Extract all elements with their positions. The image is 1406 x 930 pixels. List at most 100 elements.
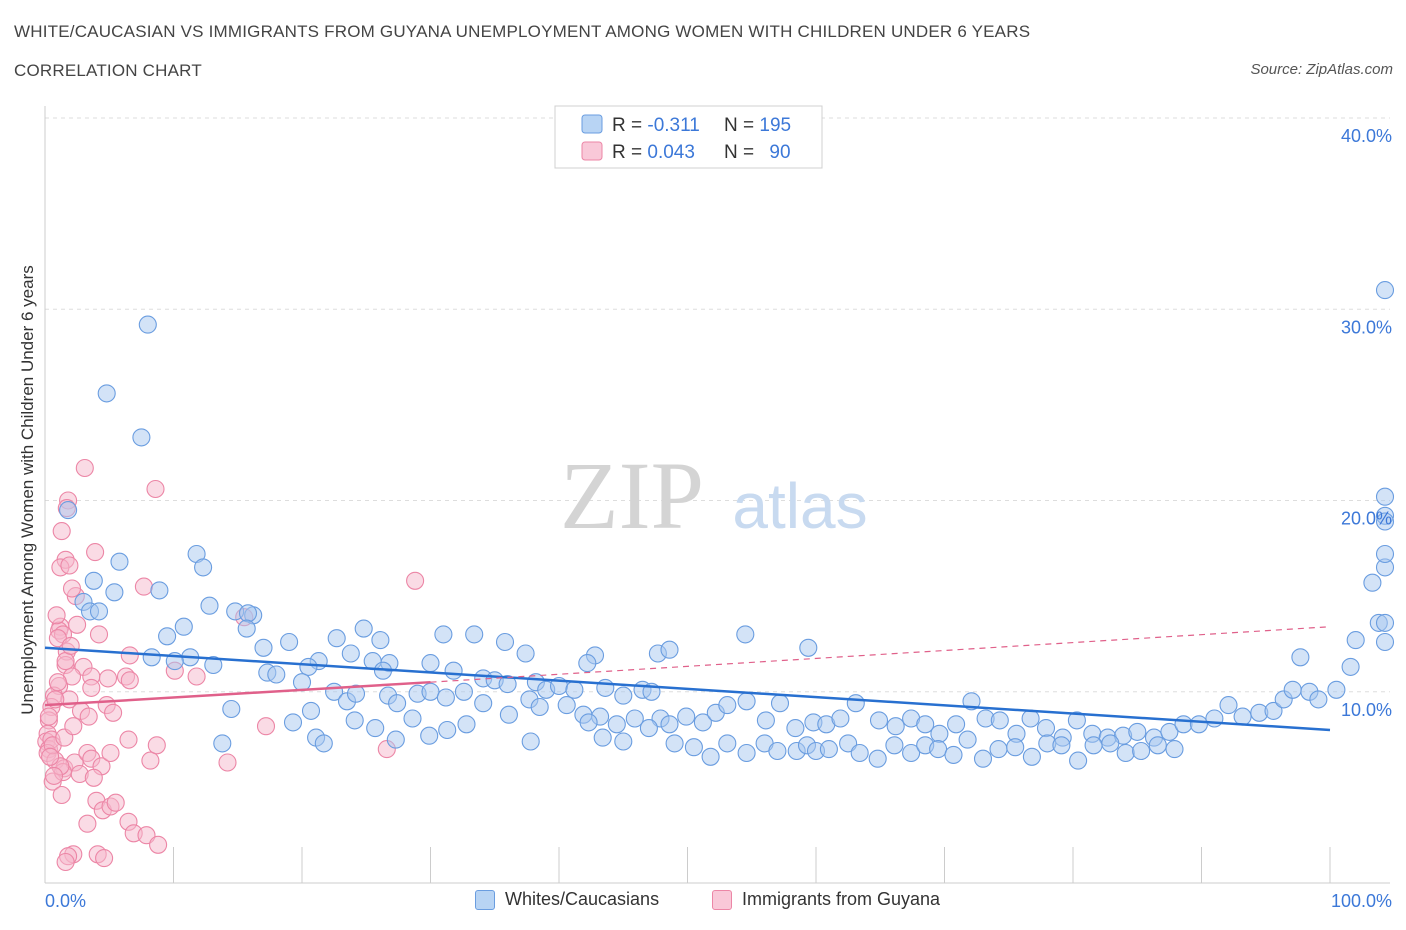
- whites-point-0: [138, 315, 157, 334]
- whites-point-144: [345, 711, 364, 730]
- legend-label-whites: Whites/Caucasians: [505, 889, 660, 909]
- whites-point-115: [1205, 709, 1224, 728]
- whites-point-166: [819, 740, 838, 759]
- whites-point-175: [958, 730, 977, 749]
- guyana-point-86: [62, 579, 82, 598]
- whites-point-54: [596, 678, 615, 697]
- guyana-point-23: [98, 669, 118, 688]
- whites-point-153: [593, 728, 612, 747]
- whites-point-32: [204, 655, 223, 675]
- guyana-point-7: [60, 556, 79, 575]
- legend-label-guyana: Immigrants from Guyana: [742, 889, 941, 909]
- whites-point-57: [614, 686, 633, 705]
- svg-text:N = 90: N = 90: [724, 142, 791, 163]
- whites-point-174: [944, 745, 963, 764]
- y-tick-label-40: 40.0%: [1341, 126, 1392, 146]
- whites-point-20: [434, 625, 453, 644]
- guyana-point-58: [137, 826, 156, 845]
- axes: [44, 106, 1390, 884]
- whites-point-106: [1067, 711, 1086, 730]
- whites-point-151: [521, 732, 540, 751]
- whites-point-70: [436, 688, 455, 707]
- guyana-point-68: [141, 751, 160, 770]
- whites-point-188: [1165, 740, 1184, 759]
- whites-point-39: [495, 632, 515, 652]
- whites-point-37: [421, 654, 440, 673]
- series-whites-points: [59, 281, 1395, 770]
- whites-point-62: [292, 673, 312, 692]
- whites-point-71: [454, 682, 473, 701]
- whites-point-69: [421, 682, 440, 701]
- whites-point-135: [1375, 512, 1395, 531]
- whites-point-27: [341, 644, 360, 663]
- whites-point-127: [1346, 631, 1365, 650]
- whites-point-9: [150, 581, 169, 600]
- whites-point-121: [1283, 680, 1302, 699]
- whites-point-25: [158, 627, 177, 646]
- guyana-point-18: [120, 646, 139, 665]
- whites-point-96: [916, 715, 935, 734]
- whites-point-171: [902, 743, 921, 763]
- whites-point-45: [736, 625, 755, 644]
- whites-point-93: [869, 711, 889, 730]
- guyana-point-65: [256, 717, 276, 736]
- whites-point-104: [1036, 719, 1056, 738]
- whites-point-178: [1006, 738, 1025, 757]
- whites-point-46: [799, 638, 818, 657]
- whites-point-82: [693, 713, 712, 732]
- whites-point-34: [299, 657, 318, 676]
- legend-swatch-pink: [581, 141, 603, 161]
- whites-point-117: [1233, 707, 1252, 726]
- whites-point-53: [565, 680, 584, 699]
- guyana-point-0: [75, 458, 94, 478]
- svg-text:R = 0.043: R = 0.043: [612, 142, 695, 163]
- guyana-point-70: [119, 730, 138, 749]
- whites-point-113: [1174, 715, 1193, 734]
- whites-point-152: [579, 713, 598, 732]
- guyana-point-63: [56, 852, 75, 872]
- guyana-point-55: [78, 814, 97, 833]
- whites-point-103: [1021, 709, 1040, 728]
- guyana-point-72: [187, 667, 206, 686]
- legend-n-label-2: N =: [724, 142, 759, 163]
- whites-point-150: [457, 715, 476, 734]
- guyana-point-1: [146, 479, 165, 499]
- whites-point-148: [420, 726, 439, 745]
- whites-point-114: [1189, 715, 1208, 734]
- whites-point-76: [557, 696, 576, 715]
- watermark-atlas: atlas: [732, 470, 867, 542]
- guyana-point-88: [41, 747, 60, 766]
- whites-point-5: [194, 558, 213, 577]
- whites-point-58: [607, 715, 626, 734]
- whites-point-185: [1116, 743, 1135, 763]
- whites-point-110: [1128, 722, 1147, 741]
- whites-point-49: [498, 675, 517, 694]
- guyana-point-54: [106, 793, 125, 812]
- guyana-point-84: [68, 615, 87, 634]
- whites-point-167: [839, 734, 858, 753]
- guyana-point-89: [44, 766, 64, 785]
- watermark-zip: ZIP: [560, 442, 704, 549]
- whites-point-42: [578, 654, 597, 673]
- whites-point-67: [388, 694, 407, 713]
- series-guyana-points: [37, 458, 425, 872]
- chart-subtitle: CORRELATION CHART: [14, 61, 202, 80]
- whites-point-97: [930, 724, 949, 743]
- x-tick-label-min: 0.0%: [45, 891, 86, 911]
- whites-point-19: [354, 619, 373, 638]
- whites-point-24: [280, 632, 299, 652]
- whites-point-182: [1069, 751, 1088, 770]
- whites-point-59: [625, 709, 644, 728]
- legend-swatch-blue: [581, 114, 603, 134]
- whites-point-126: [1341, 657, 1360, 676]
- whites-point-130: [1375, 632, 1395, 652]
- whites-point-61: [267, 665, 286, 684]
- whites-point-162: [768, 741, 787, 761]
- whites-point-169: [868, 749, 887, 768]
- watermark: ZIP atlas: [560, 442, 868, 549]
- whites-point-87: [770, 694, 790, 713]
- whites-point-3: [59, 501, 78, 520]
- whites-point-98: [947, 715, 966, 734]
- whites-point-119: [1264, 701, 1283, 720]
